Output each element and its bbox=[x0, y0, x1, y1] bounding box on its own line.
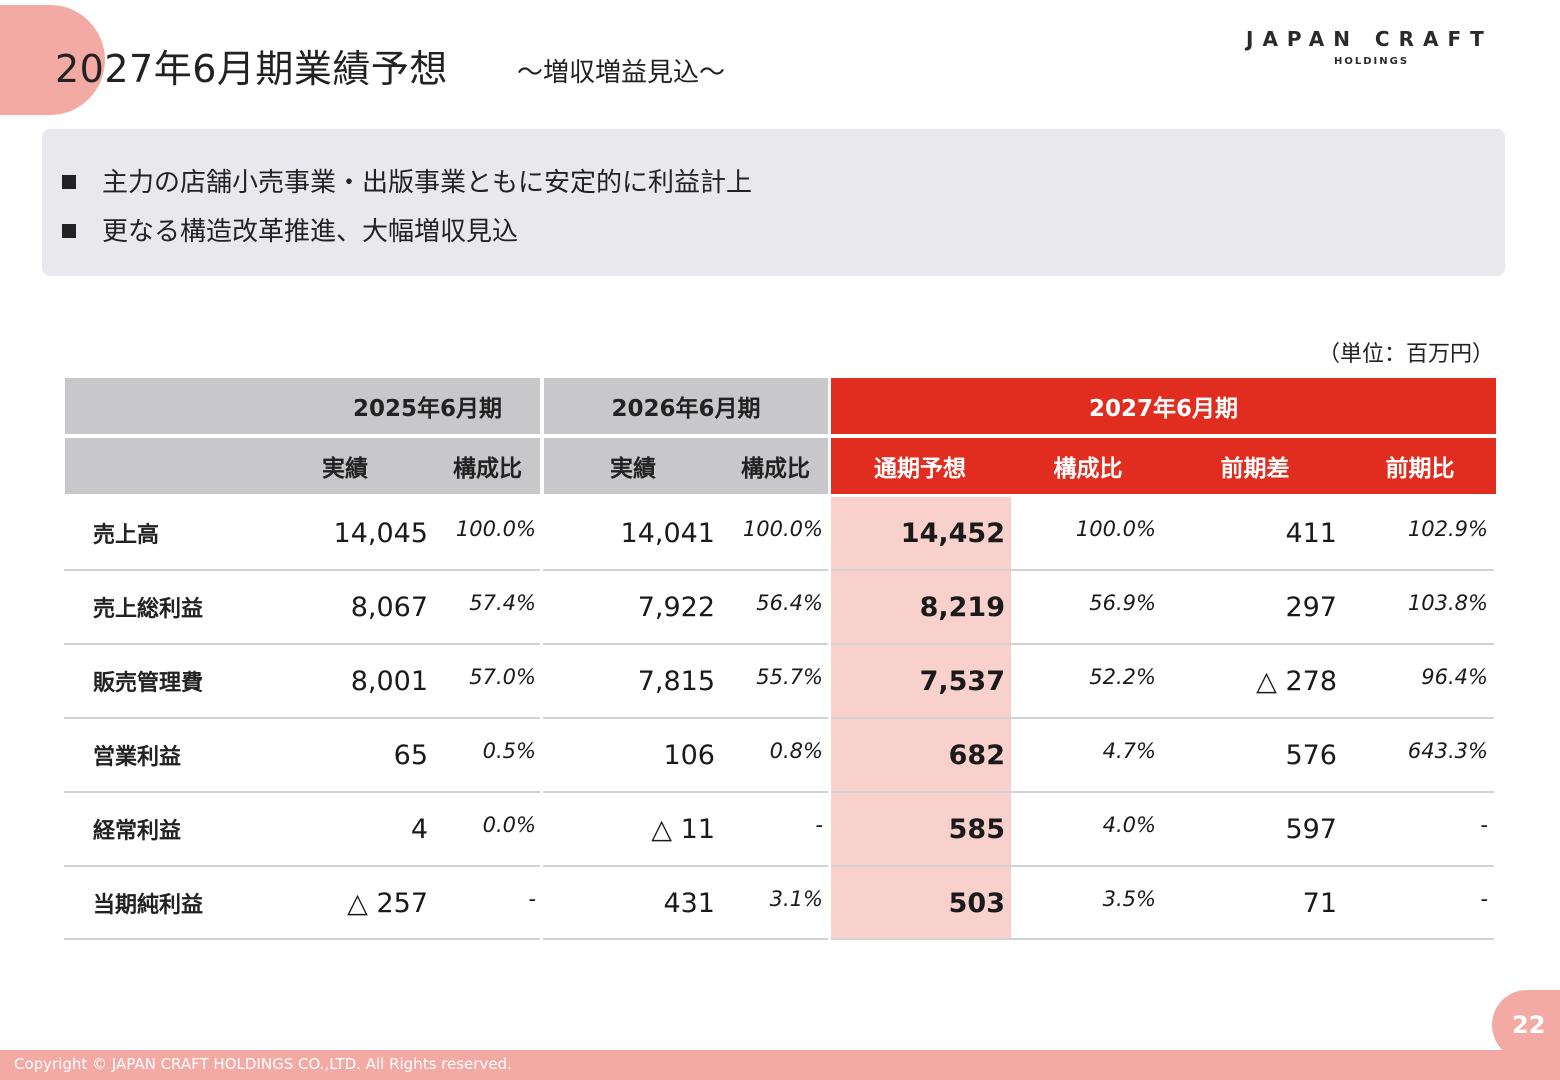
yoy-ratio: 96.4% bbox=[1421, 665, 1488, 689]
row-divider bbox=[64, 938, 1494, 940]
subheader-fy26-bg bbox=[544, 438, 828, 494]
row-divider bbox=[64, 865, 1494, 867]
bullet-square-icon bbox=[62, 223, 76, 238]
row-label: 販売管理費 bbox=[93, 671, 204, 696]
yoy-diff: △ 278 bbox=[1256, 665, 1337, 697]
yoy-diff: 297 bbox=[1285, 591, 1337, 623]
fy26-value: △ 11 bbox=[651, 813, 715, 845]
forecast-value: 7,537 bbox=[919, 665, 1005, 697]
row-divider bbox=[64, 569, 1494, 571]
fy25-value: 8,067 bbox=[350, 591, 428, 623]
fy25-ratio: 0.5% bbox=[482, 739, 536, 763]
fy25-ratio: 57.4% bbox=[469, 591, 536, 615]
row-divider bbox=[64, 791, 1494, 793]
corner-decoration bbox=[0, 5, 105, 115]
yoy-ratio: - bbox=[1480, 887, 1488, 911]
fy26-value: 431 bbox=[663, 887, 715, 919]
forecast-value: 14,452 bbox=[900, 517, 1005, 549]
summary-bullet: 主力の店舗小売事業・出版事業ともに安定的に利益計上 bbox=[62, 162, 752, 199]
subheader-yoy-ratio: 前期比 bbox=[1385, 456, 1455, 482]
forecast-value: 8,219 bbox=[919, 591, 1005, 623]
fy25-value: 14,045 bbox=[333, 517, 428, 549]
yoy-ratio: 103.8% bbox=[1407, 591, 1488, 615]
row-label: 当期純利益 bbox=[93, 893, 204, 918]
company-logo: JAPAN CRAFT bbox=[1246, 27, 1493, 51]
forecast-ratio: 3.5% bbox=[1102, 887, 1156, 911]
forecast-ratio: 100.0% bbox=[1075, 517, 1156, 541]
subheader-forecast: 通期予想 bbox=[874, 456, 966, 482]
row-label: 営業利益 bbox=[93, 745, 182, 770]
fy26-ratio: 100.0% bbox=[742, 517, 823, 541]
bullet-square-icon bbox=[62, 174, 76, 189]
subheader-blank bbox=[65, 438, 540, 494]
subheader-fy26-actual: 実績 bbox=[610, 456, 656, 482]
forecast-ratio: 56.9% bbox=[1089, 591, 1156, 615]
subheader-yoy-diff: 前期差 bbox=[1220, 456, 1290, 482]
fy25-ratio: 100.0% bbox=[455, 517, 536, 541]
subheader-fy25-ratio: 構成比 bbox=[453, 456, 522, 482]
forecast-value: 682 bbox=[948, 739, 1005, 771]
fy25-value: 8,001 bbox=[350, 665, 428, 697]
fy26-ratio: - bbox=[815, 813, 823, 837]
subheader-fy25-actual: 実績 bbox=[322, 456, 368, 482]
summary-box: 主力の店舗小売事業・出版事業ともに安定的に利益計上 更なる構造改革推進、大幅増収… bbox=[42, 129, 1505, 276]
subheader-fy27-bg bbox=[831, 438, 1496, 494]
yoy-ratio: - bbox=[1480, 813, 1488, 837]
fy26-value: 7,922 bbox=[637, 591, 715, 623]
fy26-value: 106 bbox=[663, 739, 715, 771]
unit-label: （単位：百万円） bbox=[1318, 342, 1495, 367]
period-header-fy26: 2026年6月期 bbox=[544, 378, 828, 434]
row-divider bbox=[64, 643, 1494, 645]
yoy-diff: 411 bbox=[1285, 517, 1337, 549]
header-separator bbox=[65, 434, 1496, 438]
row-label: 売上高 bbox=[93, 523, 160, 548]
page-title: 2027年6月期業績予想 bbox=[55, 47, 448, 91]
company-logo-sub: HOLDINGS bbox=[1334, 56, 1410, 67]
page-subtitle: ～増収増益見込～ bbox=[517, 58, 726, 88]
forecast-value: 503 bbox=[948, 887, 1005, 919]
fy26-ratio: 55.7% bbox=[756, 665, 823, 689]
fy25-value: △ 257 bbox=[347, 887, 428, 919]
column-separator bbox=[540, 378, 543, 940]
fy25-ratio: 57.0% bbox=[469, 665, 536, 689]
column-separator bbox=[828, 378, 831, 940]
fy25-ratio: - bbox=[528, 887, 536, 911]
period-header-fy27: 2027年6月期 bbox=[831, 378, 1496, 434]
subheader-forecast-ratio: 構成比 bbox=[1053, 456, 1123, 482]
fy26-ratio: 0.8% bbox=[769, 739, 823, 763]
fy26-ratio: 3.1% bbox=[769, 887, 823, 911]
forecast-ratio: 52.2% bbox=[1089, 665, 1156, 689]
fy25-value: 4 bbox=[410, 813, 428, 845]
yoy-diff: 71 bbox=[1302, 887, 1337, 919]
page-number: 22 bbox=[1492, 990, 1560, 1060]
forecast-ratio: 4.0% bbox=[1102, 813, 1156, 837]
footer-bar: Copyright © JAPAN CRAFT HOLDINGS CO.,LTD… bbox=[0, 1050, 1560, 1080]
subheader-fy26-ratio: 構成比 bbox=[741, 456, 810, 482]
period-header-fy25: 2025年6月期 bbox=[65, 378, 540, 434]
row-divider bbox=[64, 717, 1494, 719]
yoy-diff: 597 bbox=[1285, 813, 1337, 845]
yoy-diff: 576 bbox=[1285, 739, 1337, 771]
yoy-ratio: 102.9% bbox=[1407, 517, 1488, 541]
fy26-ratio: 56.4% bbox=[756, 591, 823, 615]
fy26-value: 7,815 bbox=[637, 665, 715, 697]
row-label: 売上総利益 bbox=[93, 597, 204, 622]
summary-bullet: 更なる構造改革推進、大幅増収見込 bbox=[62, 211, 518, 248]
fy26-value: 14,041 bbox=[620, 517, 715, 549]
forecast-ratio: 4.7% bbox=[1102, 739, 1156, 763]
row-label: 経常利益 bbox=[93, 819, 182, 844]
fy25-ratio: 0.0% bbox=[482, 813, 536, 837]
copyright-text: Copyright © JAPAN CRAFT HOLDINGS CO.,LTD… bbox=[14, 1055, 512, 1073]
yoy-ratio: 643.3% bbox=[1407, 739, 1488, 763]
fy25-value: 65 bbox=[393, 739, 428, 771]
forecast-value: 585 bbox=[948, 813, 1005, 845]
